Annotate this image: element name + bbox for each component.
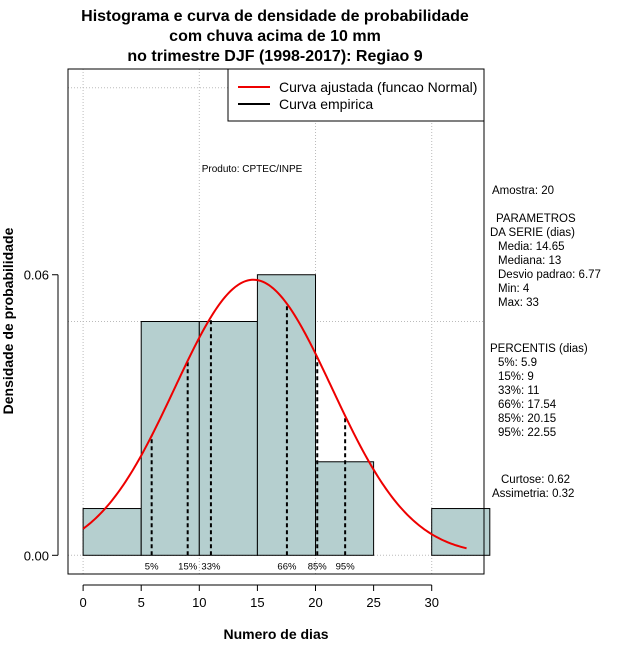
curve-layer	[82, 278, 467, 550]
x-tick-label: 0	[79, 595, 86, 610]
param-mediana: Mediana: 13	[498, 255, 561, 267]
param-min: Min: 4	[498, 283, 530, 295]
x-tick-label: 5	[138, 595, 145, 610]
percentil-95: 95%: 22.55	[498, 427, 556, 439]
assimetria: Assimetria: 0.32	[492, 488, 574, 500]
percentile-label: 95%	[336, 561, 356, 572]
y-tick-label: 0.06	[24, 268, 49, 283]
params-title-2: DA SERIE (dias)	[490, 227, 575, 239]
product-annotation: Produto: CPTEC/INPE	[202, 164, 303, 175]
param-media: Media: 14.65	[498, 241, 565, 253]
chart-title-line-2: com chuva acima de 10 mm	[169, 28, 381, 45]
normal-fit-curve	[82, 278, 467, 550]
statistics-panel: Amostra: 20 PARAMETROS DA SERIE (dias) M…	[490, 185, 601, 500]
percentis-title: PERCENTIS (dias)	[490, 343, 588, 355]
percentil-66: 66%: 17.54	[498, 399, 557, 411]
x-tick-label: 30	[424, 595, 438, 610]
y-axis-title: Densidade de probabilidade	[0, 227, 16, 414]
percentil-15: 15%: 9	[498, 371, 534, 383]
histogram-bar	[198, 321, 258, 556]
percentile-label: 33%	[201, 561, 221, 572]
sample-size: Amostra: 20	[492, 185, 554, 197]
percentil-5: 5%: 5.9	[498, 357, 537, 369]
chart-title-line-3: no trimestre DJF (1998-2017): Regiao 9	[127, 48, 422, 65]
x-tick-label: 20	[308, 595, 322, 610]
x-tick-label: 25	[366, 595, 380, 610]
axis-layer: 0 5 10 15 20 25 30 0.00 0.06	[24, 268, 439, 610]
param-desvio: Desvio padrao: 6.77	[498, 269, 601, 281]
y-tick-label: 0.00	[24, 548, 49, 563]
chart-title-line-1: Histograma e curva de densidade de proba…	[81, 8, 469, 25]
legend-label-fit: Curva ajustada (funcao Normal)	[279, 79, 477, 95]
percentil-33: 33%: 11	[498, 385, 539, 397]
legend-label-empirical: Curva empirica	[279, 96, 373, 112]
histogram-bar	[82, 508, 142, 556]
percentile-label: 85%	[308, 561, 328, 572]
params-title-1: PARAMETROS	[496, 213, 576, 225]
param-max: Max: 33	[498, 297, 539, 309]
legend: Curva ajustada (funcao Normal) Curva emp…	[227, 68, 485, 122]
percentile-label: 15%	[178, 561, 198, 572]
curtose: Curtose: 0.62	[501, 474, 570, 486]
x-axis-title: Numero de dias	[223, 626, 328, 642]
percentile-layer: 5% 15% 33% 66% 85% 95%	[145, 303, 356, 572]
legend-box	[227, 68, 485, 122]
x-tick-label: 15	[250, 595, 264, 610]
percentile-label: 66%	[277, 561, 297, 572]
histogram-bar	[431, 508, 491, 556]
percentil-85: 85%: 20.15	[498, 413, 556, 425]
x-tick-label: 10	[192, 595, 206, 610]
percentile-label: 5%	[145, 561, 159, 572]
